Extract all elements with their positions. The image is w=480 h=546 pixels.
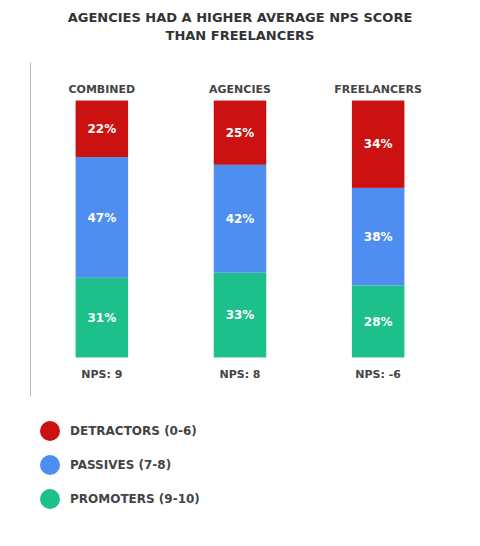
legend-item: PROMOTERS (9-10) [40,489,200,509]
bar-segment [76,101,129,158]
data-label: 47% [87,211,116,225]
data-label: 28% [364,315,393,329]
plot: 31% 33% 28% 47% 42% 38% 22% 25% 34% COMBINED AGENC… [31,63,423,397]
bar-segment [352,188,405,286]
legend-item: DETRACTORS (0-6) [40,421,197,441]
legend-label: PASSIVES (7-8) [70,458,171,472]
category-label: AGENCIES [209,83,271,96]
data-label: 22% [87,122,116,136]
labels: 31% 33% 28% 47% 42% 38% 22% 25% 34% COMBINED AGENC… [68,83,422,381]
data-label: 31% [87,311,116,325]
bar-segment [76,157,129,278]
data-label: 33% [226,308,255,322]
title: AGENCIES HAD A HIGHER AVERAGE NPS SCORE T… [68,10,413,43]
category-label: FREELANCERS [334,83,422,96]
title-line: AGENCIES HAD A HIGHER AVERAGE NPS SCORE [68,10,413,25]
legend-swatch [40,421,60,441]
chart: AGENCIES HAD A HIGHER AVERAGE NPS SCORE T… [0,0,480,546]
legend-item: PASSIVES (7-8) [40,455,171,475]
legend-label: PROMOTERS (9-10) [70,492,200,506]
data-label: 42% [226,212,255,226]
legend-label: DETRACTORS (0-6) [70,424,197,438]
y-axis [30,63,31,397]
legend-swatch [40,489,60,509]
bar-segment [76,278,129,358]
bar-segment [352,286,405,358]
bar-segment [214,101,267,165]
annotation: NPS: 9 [81,368,122,381]
category-label: COMBINED [68,83,135,96]
bar-segment [214,273,267,358]
legend: DETRACTORS (0-6) PASSIVES (7-8) PROMOTERS … [40,421,200,509]
legend-swatch [40,455,60,475]
bar-segment [352,101,405,188]
data-label: 34% [364,137,393,151]
title-line: THAN FREELANCERS [166,28,315,43]
annotation: NPS: 8 [219,368,260,381]
annotation: NPS: -6 [355,368,401,381]
bars [76,101,405,358]
y-axis-line [30,63,31,397]
data-label: 25% [226,126,255,140]
data-label: 38% [364,230,393,244]
bar-segment [214,165,267,273]
